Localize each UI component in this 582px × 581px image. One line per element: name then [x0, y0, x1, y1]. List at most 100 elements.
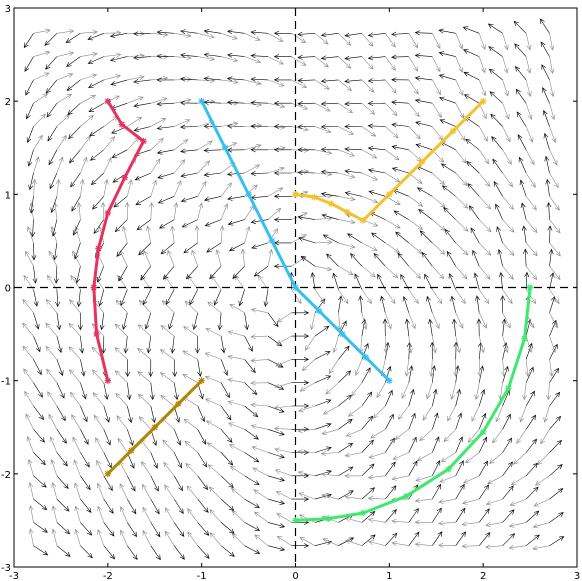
field-arrow — [525, 126, 534, 143]
field-arrow — [465, 452, 480, 464]
field-arrow — [204, 352, 222, 360]
field-arrow — [314, 289, 325, 305]
field-arrow — [297, 124, 316, 130]
field-arrow — [414, 98, 433, 104]
field-arrow — [66, 56, 81, 67]
field-arrow — [444, 228, 456, 244]
field-arrow — [432, 219, 446, 232]
field-arrow — [92, 196, 105, 210]
field-arrow — [157, 172, 175, 179]
field-arrow — [391, 100, 409, 105]
field-arrow — [127, 475, 136, 492]
field-arrow — [119, 250, 128, 267]
field-arrow — [492, 158, 503, 174]
field-arrow — [361, 415, 374, 430]
field-arrow — [516, 429, 527, 444]
field-arrow — [549, 439, 562, 453]
field-arrow — [361, 367, 371, 383]
field-arrow — [114, 347, 128, 360]
field-arrow — [380, 295, 386, 313]
field-arrow — [416, 187, 433, 197]
field-arrow — [120, 529, 128, 546]
field-arrow — [244, 475, 260, 486]
field-arrow — [56, 405, 66, 422]
field-arrow — [121, 312, 128, 330]
field-arrow — [502, 533, 516, 546]
field-arrow — [80, 545, 93, 559]
field-arrow — [250, 380, 269, 386]
field-arrow — [174, 119, 191, 127]
field-arrow — [25, 413, 34, 430]
field-arrow — [291, 102, 309, 110]
field-arrow — [502, 365, 509, 383]
field-arrow — [478, 196, 492, 210]
field-arrow — [408, 460, 418, 476]
field-arrow — [33, 359, 42, 376]
field-arrow — [455, 172, 468, 187]
field-arrow — [478, 389, 486, 407]
field-arrow — [320, 32, 339, 38]
field-arrow — [22, 345, 34, 360]
field-arrow — [33, 93, 49, 104]
field-arrow — [273, 240, 292, 246]
field-arrow — [197, 359, 203, 377]
field-arrow — [22, 322, 34, 337]
field-arrow — [226, 76, 245, 82]
field-arrow — [549, 196, 560, 211]
field-arrow — [421, 251, 433, 267]
field-arrow — [485, 522, 503, 528]
field-arrow — [48, 413, 58, 430]
field-arrow — [244, 522, 261, 531]
field-arrow — [31, 242, 37, 261]
field-arrow — [156, 29, 175, 35]
field-arrow — [350, 253, 363, 267]
field-arrow — [174, 33, 192, 38]
field-arrow — [80, 452, 90, 468]
field-arrow — [478, 412, 487, 430]
field-arrow — [267, 56, 284, 65]
field-arrow — [408, 312, 416, 330]
field-arrow — [174, 98, 192, 104]
field-arrow — [172, 359, 178, 378]
field-arrow — [80, 135, 91, 150]
field-arrow — [361, 510, 376, 523]
y-tick-label: 0 — [5, 284, 11, 295]
field-arrow — [391, 541, 409, 546]
field-arrow — [291, 33, 307, 44]
field-arrow — [368, 452, 386, 459]
field-arrow — [103, 115, 118, 127]
field-arrow — [338, 33, 352, 46]
field-arrow — [525, 510, 540, 523]
field-arrow — [432, 388, 438, 407]
field-arrow — [502, 485, 514, 500]
field-arrow — [392, 452, 409, 460]
field-arrow — [103, 30, 122, 36]
field-arrow — [474, 382, 480, 401]
y-tick-label: 1 — [5, 190, 11, 201]
field-arrow — [394, 429, 409, 440]
field-arrow — [92, 392, 105, 407]
field-arrow — [344, 78, 362, 84]
trajectory-marker — [325, 515, 332, 522]
field-arrow — [478, 79, 486, 97]
field-arrow — [408, 412, 416, 430]
field-arrow — [299, 537, 316, 546]
field-arrow — [502, 196, 514, 210]
field-arrow — [432, 196, 446, 208]
field-arrow — [89, 126, 104, 137]
field-arrow — [301, 359, 316, 372]
field-arrow — [89, 149, 104, 161]
field-arrow — [532, 545, 550, 551]
field-arrow — [465, 138, 480, 151]
field-arrow — [291, 333, 310, 339]
field-arrow — [70, 172, 81, 188]
field-arrow — [525, 56, 532, 74]
field-arrow — [416, 452, 433, 462]
field-arrow — [267, 545, 286, 552]
field-arrow — [408, 103, 420, 118]
field-arrow — [150, 475, 159, 492]
field-arrow — [80, 94, 97, 104]
field-arrow — [470, 227, 480, 244]
field-arrow — [274, 469, 292, 477]
field-arrow — [244, 545, 261, 554]
